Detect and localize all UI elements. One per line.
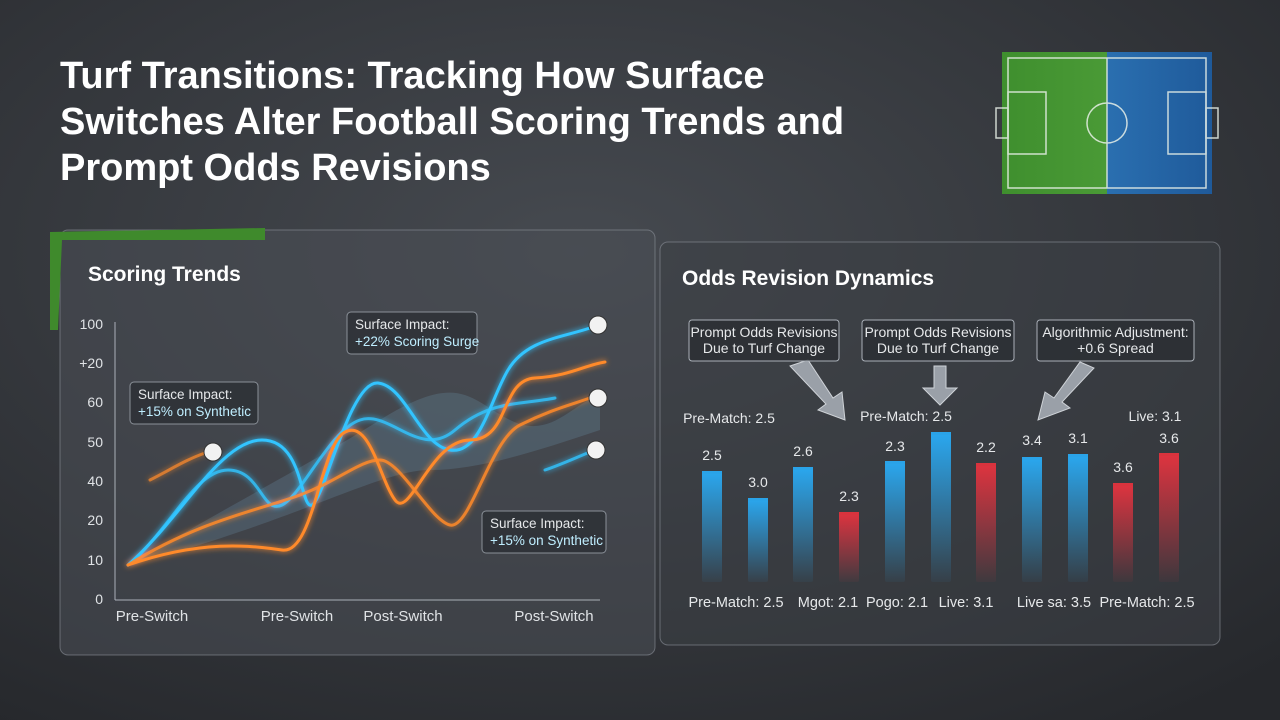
bar-cap [976, 463, 996, 466]
x-tick-label: Post-Switch [363, 608, 442, 625]
callout-detail: +15% on Synthetic [490, 533, 603, 548]
trend-lines [126, 326, 607, 567]
bar-label: 3.1 [1068, 430, 1088, 446]
callout-title: Surface Impact: [355, 317, 450, 332]
callout-detail: +15% on Synthetic [138, 404, 251, 419]
x-label: Live sa: 3.5 [1017, 595, 1091, 611]
bar-cap [1113, 483, 1133, 486]
note: Live: 3.1 [1129, 408, 1182, 424]
x-label: Pre-Match: 2.5 [688, 595, 783, 611]
callout-line: Prompt Odds Revisions [864, 324, 1011, 340]
x-label: Live: 3.1 [939, 595, 994, 611]
grass-edge [50, 228, 265, 330]
bar-cap [885, 461, 905, 464]
bar [1068, 454, 1088, 582]
bar-label: 2.3 [839, 488, 859, 504]
y-tick-label: 60 [87, 394, 103, 410]
callout-box [1036, 319, 1195, 362]
bar-cap [1159, 453, 1179, 456]
callout-line: Due to Turf Change [703, 340, 825, 356]
bar [1022, 457, 1042, 582]
x-tick-label: Pre-Switch [116, 608, 189, 625]
x-label: Pogo: 2.1 [866, 595, 928, 611]
x-label: Pre-Match: 2.5 [1099, 595, 1194, 611]
bar-label: 2.2 [976, 439, 996, 455]
bar-cap [839, 512, 859, 515]
bar-label: 3.6 [1159, 430, 1179, 446]
y-tick-label: 20 [87, 512, 103, 528]
y-tick-label: 10 [87, 552, 103, 568]
bar-label: 3.4 [1022, 432, 1042, 448]
y-tick-label: +20 [79, 355, 103, 371]
callout-box [129, 381, 259, 425]
bar [748, 498, 768, 582]
bar-cap [793, 467, 813, 470]
title-line: Prompt Odds Revisions [60, 147, 491, 189]
x-tick-label: Post-Switch [514, 608, 593, 625]
bar-label: 2.5 [702, 447, 722, 463]
y-tick-label: 100 [80, 316, 104, 332]
callout-arrows [789, 359, 1095, 421]
bar [702, 471, 722, 582]
callout-line: Prompt Odds Revisions [690, 324, 837, 340]
x-tick-label: Pre-Switch [261, 608, 334, 625]
note: Pre-Match: 2.5 [683, 410, 775, 426]
bar [793, 467, 813, 582]
callout-box [346, 311, 478, 355]
bar-label: 2.6 [793, 443, 813, 459]
bar-cap [702, 471, 722, 474]
bar-label: 3.0 [748, 474, 768, 490]
callout-box [861, 319, 1015, 362]
bar-label: 3.6 [1113, 459, 1133, 475]
callout-detail: +22% Scoring Surge [355, 334, 479, 349]
title-line: Switches Alter Football Scoring Trends a… [60, 101, 844, 143]
axes [114, 322, 600, 601]
callout-title: Surface Impact: [490, 516, 585, 531]
y-tick-label: 0 [95, 591, 103, 607]
callout-line: Due to Turf Change [877, 340, 999, 356]
bar [1159, 453, 1179, 582]
x-label: Mgot: 2.1 [798, 595, 858, 611]
ball-icons [203, 315, 608, 462]
bar-cap [1068, 454, 1088, 457]
callout-line: +0.6 Spread [1077, 340, 1154, 356]
title-line: Turf Transitions: Tracking How Surface [60, 55, 765, 97]
bar-cap [931, 432, 951, 435]
bar-label: 2.3 [885, 438, 905, 454]
bar [839, 512, 859, 582]
bar-cap [748, 498, 768, 501]
callout-line: Algorithmic Adjustment: [1042, 324, 1188, 340]
callout-box [688, 319, 840, 362]
callout-box [481, 510, 607, 554]
y-tick-label: 40 [87, 473, 103, 489]
bar [1113, 483, 1133, 582]
bar-cap [1022, 457, 1042, 460]
note: Pre-Match: 2.5 [860, 408, 952, 424]
field-image [995, 52, 1219, 194]
bar [931, 432, 951, 582]
panel-title: Odds Revision Dynamics [682, 267, 934, 290]
area-ribbon [130, 392, 600, 565]
bar [976, 463, 996, 582]
bar [885, 461, 905, 582]
panel-title: Scoring Trends [88, 263, 241, 286]
y-tick-label: 50 [87, 434, 103, 450]
callout-title: Surface Impact: [138, 387, 233, 402]
